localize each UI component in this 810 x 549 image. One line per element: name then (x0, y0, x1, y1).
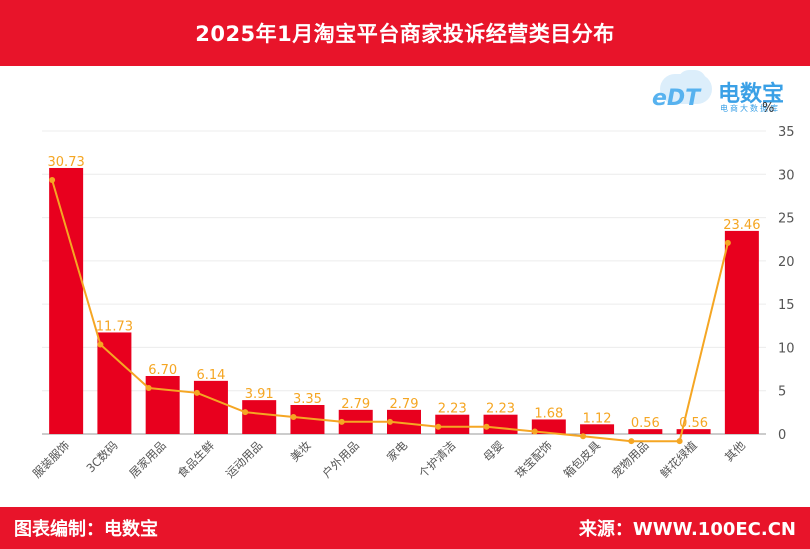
cloud-puff-icon (678, 70, 706, 92)
trend-point (628, 438, 635, 445)
y-tick-label: 35 (778, 125, 795, 140)
y-tick-label: 30 (778, 168, 795, 183)
x-tick-label: 珠宝配饰 (512, 438, 554, 480)
bar (193, 380, 228, 434)
bar (531, 419, 566, 434)
bar (145, 375, 180, 434)
y-tick-label: 5 (778, 385, 786, 400)
trend-point (290, 413, 297, 420)
trend-point (580, 433, 587, 440)
logo-name: 电数宝 (718, 82, 785, 107)
x-tick-label: 母婴 (480, 438, 506, 464)
x-tick-label: 个护清洁 (416, 438, 458, 480)
x-tick-label: 3C数码 (83, 438, 120, 475)
chart-title: 2025年1月淘宝平台商家投诉经营类目分布 (195, 22, 615, 46)
logo-subtitle: 电商大数据库 (720, 104, 780, 113)
trend-point (193, 389, 200, 396)
y-tick-label: 25 (778, 212, 795, 227)
data-label: 6.14 (196, 368, 225, 383)
data-label: 23.46 (723, 218, 760, 233)
header-bar: 2025年1月淘宝平台商家投诉经营类目分布 (0, 0, 810, 66)
y-tick-label: 10 (778, 341, 795, 356)
data-label: 2.23 (486, 402, 515, 417)
data-label: 11.73 (96, 319, 133, 334)
x-tick-label: 居家用品 (126, 438, 168, 480)
x-tick-label: 其他 (722, 438, 749, 465)
y-tick-label: 20 (778, 255, 795, 270)
bar (724, 230, 759, 434)
data-label: 2.79 (341, 397, 370, 412)
x-tick-label: 食品生鲜 (175, 438, 218, 481)
trend-point (49, 176, 56, 183)
footer-credit: 图表编制：电数宝 (14, 519, 158, 540)
data-label: 2.79 (390, 397, 419, 412)
bar (580, 424, 615, 434)
x-tick-label: 鲜花绿植 (657, 438, 700, 481)
x-tick-label: 美妆 (287, 438, 314, 465)
y-tick-label: 0 (778, 428, 786, 443)
footer-source: 来源：WWW.100EC.CN (578, 519, 796, 540)
brand-logo: eDT 电数宝 电商大数据库 (648, 70, 798, 120)
trend-point (435, 423, 442, 430)
x-tick-label: 运动用品 (223, 438, 265, 480)
data-label: 0.56 (631, 416, 660, 431)
data-label: 3.35 (293, 392, 322, 407)
x-tick-label: 宠物用品 (609, 438, 651, 480)
trend-point (724, 239, 731, 246)
data-label: 2.23 (438, 402, 467, 417)
y-tick-label: 15 (778, 298, 795, 313)
data-label: 1.68 (534, 406, 563, 421)
footer-bar: 图表编制：电数宝 来源：WWW.100EC.CN (0, 507, 810, 549)
x-tick-label: 服装服饰 (30, 438, 72, 480)
bar (49, 167, 84, 434)
trend-point (145, 384, 152, 391)
trend-point (531, 428, 538, 435)
data-label: 30.73 (48, 155, 85, 170)
logo-en: eDT (652, 86, 701, 111)
trend-point (338, 418, 345, 425)
bar-chart: 0 5 10 15 20 25 30 35% 服装服饰 3C数码 居家用品 食品生鲜 运动用品 美妆 户外用… (30, 101, 795, 481)
trend-point (242, 409, 249, 416)
x-tick-label: 家电 (384, 438, 411, 465)
bar (97, 332, 132, 434)
bar (435, 414, 470, 434)
trend-point (676, 438, 683, 445)
y-axis-unit: % (762, 101, 774, 116)
data-label: 0.56 (679, 416, 708, 431)
data-label: 1.12 (583, 411, 612, 426)
bar (628, 429, 663, 434)
data-label: 6.70 (148, 363, 177, 378)
x-tick-label: 箱包皮具 (561, 438, 604, 481)
bar (676, 429, 711, 434)
trend-point (97, 341, 104, 348)
x-tick-label: 户外用品 (319, 438, 361, 480)
bar (483, 414, 518, 434)
bar (242, 400, 277, 434)
trend-point (483, 423, 490, 430)
data-label: 3.91 (245, 387, 274, 402)
trend-point (387, 418, 393, 425)
